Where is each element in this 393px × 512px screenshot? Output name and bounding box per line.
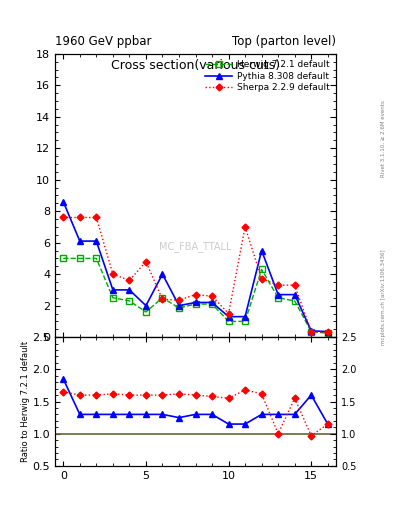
Sherpa 2.2.9 default bbox=[325, 329, 330, 335]
Sherpa 2.2.9 default bbox=[77, 215, 82, 221]
Sherpa 2.2.9 default bbox=[127, 278, 132, 284]
Sherpa 2.2.9 default bbox=[94, 215, 99, 221]
Herwig 7.2.1 default bbox=[243, 318, 248, 325]
Y-axis label: Ratio to Herwig 7.2.1 default: Ratio to Herwig 7.2.1 default bbox=[20, 341, 29, 462]
Sherpa 2.2.9 default bbox=[143, 259, 148, 265]
Herwig 7.2.1 default bbox=[127, 298, 132, 304]
Sherpa 2.2.9 default bbox=[276, 282, 281, 288]
Text: Rivet 3.1.10, ≥ 2.6M events: Rivet 3.1.10, ≥ 2.6M events bbox=[381, 100, 386, 177]
Pythia 8.308 default bbox=[325, 329, 330, 335]
Herwig 7.2.1 default bbox=[210, 301, 215, 307]
Pythia 8.308 default bbox=[94, 238, 99, 244]
Herwig 7.2.1 default bbox=[110, 295, 115, 301]
Pythia 8.308 default bbox=[210, 300, 215, 306]
Line: Sherpa 2.2.9 default: Sherpa 2.2.9 default bbox=[61, 215, 330, 335]
Pythia 8.308 default bbox=[176, 303, 181, 309]
Text: MC_FBA_TTALL: MC_FBA_TTALL bbox=[159, 241, 232, 252]
Sherpa 2.2.9 default bbox=[176, 297, 181, 303]
Pythia 8.308 default bbox=[110, 287, 115, 293]
Sherpa 2.2.9 default bbox=[309, 329, 314, 335]
Herwig 7.2.1 default bbox=[276, 295, 281, 301]
Pythia 8.308 default bbox=[77, 238, 82, 244]
Pythia 8.308 default bbox=[309, 328, 314, 334]
Pythia 8.308 default bbox=[226, 313, 231, 319]
Pythia 8.308 default bbox=[193, 300, 198, 306]
Pythia 8.308 default bbox=[292, 291, 297, 297]
Legend: Herwig 7.2.1 default, Pythia 8.308 default, Sherpa 2.2.9 default: Herwig 7.2.1 default, Pythia 8.308 defau… bbox=[204, 58, 332, 94]
Herwig 7.2.1 default bbox=[160, 295, 165, 301]
Pythia 8.308 default bbox=[127, 287, 132, 293]
Text: Cross section(various cuts): Cross section(various cuts) bbox=[111, 59, 280, 72]
Sherpa 2.2.9 default bbox=[193, 291, 198, 297]
Sherpa 2.2.9 default bbox=[210, 293, 215, 299]
Herwig 7.2.1 default bbox=[94, 255, 99, 262]
Pythia 8.308 default bbox=[276, 291, 281, 297]
Line: Herwig 7.2.1 default: Herwig 7.2.1 default bbox=[61, 255, 331, 336]
Herwig 7.2.1 default bbox=[292, 298, 297, 304]
Herwig 7.2.1 default bbox=[193, 301, 198, 307]
Pythia 8.308 default bbox=[259, 247, 264, 253]
Pythia 8.308 default bbox=[61, 199, 66, 205]
Sherpa 2.2.9 default bbox=[243, 224, 248, 230]
Sherpa 2.2.9 default bbox=[160, 296, 165, 303]
Text: Top (parton level): Top (parton level) bbox=[232, 35, 336, 48]
Text: 1960 GeV ppbar: 1960 GeV ppbar bbox=[55, 35, 152, 48]
Herwig 7.2.1 default bbox=[226, 318, 231, 325]
Herwig 7.2.1 default bbox=[143, 309, 148, 315]
Pythia 8.308 default bbox=[243, 313, 248, 319]
Pythia 8.308 default bbox=[143, 303, 148, 309]
Herwig 7.2.1 default bbox=[325, 330, 330, 336]
Sherpa 2.2.9 default bbox=[292, 282, 297, 288]
Sherpa 2.2.9 default bbox=[61, 215, 66, 221]
Herwig 7.2.1 default bbox=[176, 305, 181, 311]
Sherpa 2.2.9 default bbox=[110, 271, 115, 277]
Line: Pythia 8.308 default: Pythia 8.308 default bbox=[61, 199, 331, 334]
Sherpa 2.2.9 default bbox=[259, 276, 264, 282]
Herwig 7.2.1 default bbox=[61, 255, 66, 262]
Herwig 7.2.1 default bbox=[259, 266, 264, 272]
Herwig 7.2.1 default bbox=[77, 255, 82, 262]
Sherpa 2.2.9 default bbox=[226, 310, 231, 316]
Pythia 8.308 default bbox=[160, 271, 165, 277]
Herwig 7.2.1 default bbox=[309, 329, 314, 335]
Text: mcplots.cern.ch [arXiv:1306.3436]: mcplots.cern.ch [arXiv:1306.3436] bbox=[381, 249, 386, 345]
